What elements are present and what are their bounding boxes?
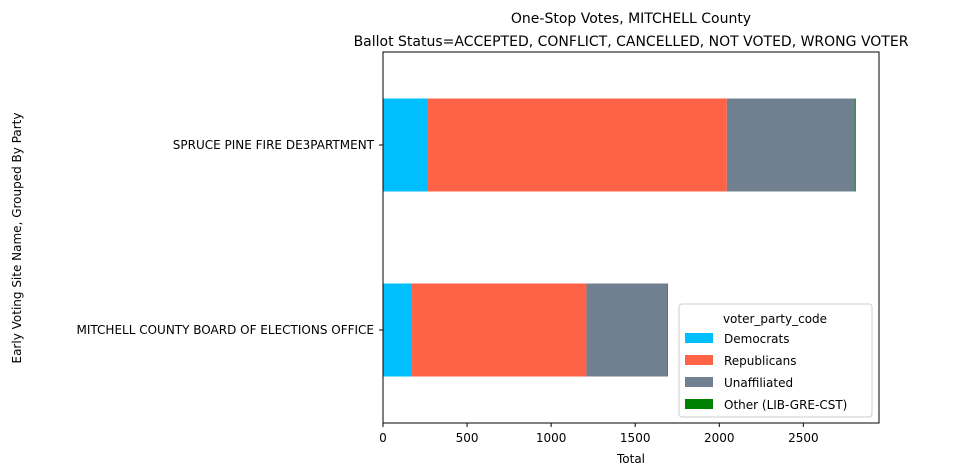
- bar-other-lib-gre-cst-1: [667, 283, 668, 377]
- y-axis-ticks: SPRUCE PINE FIRE DE3PARTMENT MITCHELL COU…: [77, 138, 383, 337]
- legend-label: Republicans: [724, 354, 797, 368]
- legend-frame: [678, 303, 873, 418]
- x-tick-label: 2500: [788, 431, 819, 445]
- x-tick-label: 1000: [536, 431, 567, 445]
- legend-items: Democrats Republicans Unaffiliated Other (L…: [685, 332, 847, 412]
- y-tick-label: MITCHELL COUNTY BOARD OF ELECTIONS OFFIC…: [77, 323, 374, 337]
- x-tick-label: 500: [456, 431, 479, 445]
- legend-swatch: [685, 377, 713, 387]
- legend: voter_party_code Democrats Republicans Una…: [678, 303, 873, 418]
- chart-subtitle: Ballot Status=ACCEPTED, CONFLICT, CANCEL…: [354, 34, 909, 50]
- x-axis-label: Total: [616, 452, 645, 466]
- bars: [383, 98, 856, 377]
- bar-unaffiliated-1: [586, 283, 668, 377]
- bar-unaffiliated-0: [726, 98, 855, 192]
- y-tick-label: SPRUCE PINE FIRE DE3PARTMENT: [173, 138, 375, 152]
- x-axis-ticks: 0 500 1000 1500 2000 2500: [379, 423, 819, 445]
- plot-area-frame: [382, 51, 880, 424]
- legend-swatch: [685, 333, 713, 343]
- y-axis-label: Early Voting Site Name, Grouped By Party: [10, 113, 24, 364]
- bar-other-lib-gre-cst-0: [854, 98, 856, 192]
- legend-swatch: [685, 355, 713, 365]
- legend-label: Unaffiliated: [724, 376, 793, 390]
- legend-swatch: [685, 399, 713, 409]
- bar-republicans-1: [411, 283, 587, 377]
- x-tick-label: 1500: [620, 431, 651, 445]
- x-tick-label: 2000: [704, 431, 735, 445]
- legend-title: voter_party_code: [723, 312, 827, 326]
- bar-democrats-0: [383, 98, 428, 192]
- x-tick-label: 0: [379, 431, 387, 445]
- bar-democrats-1: [383, 283, 412, 377]
- legend-label: Other (LIB-GRE-CST): [724, 398, 847, 412]
- chart-title: One-Stop Votes, MITCHELL County: [511, 11, 751, 27]
- bar-republicans-0: [427, 98, 727, 192]
- legend-label: Democrats: [724, 332, 790, 346]
